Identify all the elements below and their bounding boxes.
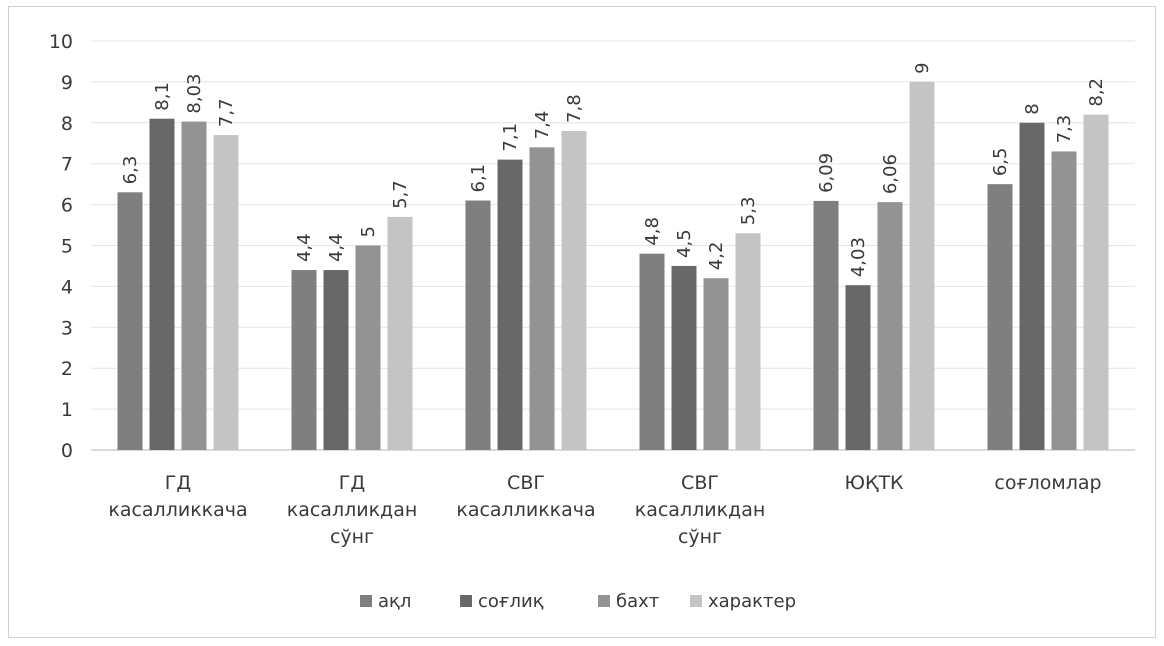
data-label: 6,1	[468, 164, 489, 193]
bar	[181, 121, 207, 450]
x-category-label: СВГ	[507, 472, 545, 494]
bar	[1083, 114, 1109, 451]
chart-frame: 0 1 2 3 4 5 6 7 8 9 10 6,3 8,1 8,03 7,7 4,4 4,4 5 5,7 6,1 7…	[8, 6, 1156, 638]
data-label: 7,7	[216, 98, 237, 127]
data-label: 5,7	[390, 180, 411, 209]
bar	[291, 270, 317, 450]
bar	[387, 216, 413, 450]
legend: ақл соғлиқ бахт характер	[360, 591, 796, 612]
data-label: 8,1	[152, 82, 173, 111]
data-label: 4,4	[294, 233, 315, 262]
data-label: 8	[1022, 103, 1043, 114]
y-tick-label: 6	[61, 195, 73, 217]
data-labels: 6,3 8,1 8,03 7,7 4,4 4,4 5 5,7 6,1 7,1 7,4 7,8 4,8 4,…	[120, 62, 1107, 277]
data-label: 8,03	[184, 73, 205, 113]
gridlines	[91, 40, 1135, 451]
data-label: 7,8	[564, 94, 585, 123]
bar	[987, 184, 1013, 450]
data-label: 4,03	[848, 237, 869, 277]
x-category-label: сўнг	[678, 526, 722, 548]
legend-swatch	[460, 595, 472, 607]
bar	[845, 285, 871, 450]
legend-label: бахт	[616, 591, 659, 612]
y-tick-label: 4	[61, 276, 73, 298]
bar	[1051, 151, 1077, 450]
bar	[1019, 122, 1045, 451]
data-label: 6,09	[816, 153, 837, 193]
bar	[671, 265, 697, 450]
bar	[909, 81, 935, 451]
legend-swatch	[690, 595, 702, 607]
bar	[149, 118, 175, 451]
legend-label: характер	[708, 591, 796, 612]
data-label: 4,8	[642, 217, 663, 246]
bar	[497, 159, 523, 451]
legend-swatch	[360, 595, 372, 607]
legend-swatch	[598, 595, 610, 607]
bar	[813, 200, 839, 450]
x-category-label: касалликкача	[456, 499, 595, 521]
legend-label: ақл	[378, 591, 411, 612]
data-label: 6,5	[990, 148, 1011, 177]
y-tick-label: 9	[61, 72, 73, 94]
legend-label: соғлиқ	[478, 591, 544, 612]
bar	[117, 192, 143, 450]
bar	[639, 253, 665, 450]
x-axis: ГД касалликкача ГД касалликдан сўнг СВГ касалл…	[108, 472, 1101, 548]
y-tick-label: 0	[61, 440, 73, 462]
y-tick-label: 8	[61, 113, 73, 135]
data-label: 6,06	[880, 154, 901, 194]
bar	[213, 135, 239, 450]
y-tick-label: 7	[61, 154, 73, 176]
x-category-label: ЮҚТК	[844, 472, 904, 494]
x-category-label: касалликкача	[108, 499, 247, 521]
data-label: 6,3	[120, 156, 141, 185]
y-tick-label: 2	[61, 358, 73, 380]
bar	[323, 270, 349, 450]
bar	[561, 130, 587, 450]
data-label: 4,4	[326, 233, 347, 262]
x-category-label: касалликдан	[287, 499, 418, 521]
data-label: 7,1	[500, 123, 521, 152]
data-label: 7,3	[1054, 115, 1075, 144]
y-tick-label: 1	[61, 399, 73, 421]
bar-chart: 0 1 2 3 4 5 6 7 8 9 10 6,3 8,1 8,03 7,7 4,4 4,4 5 5,7 6,1 7…	[49, 31, 1135, 612]
y-tick-label: 5	[61, 236, 73, 258]
y-tick-label: 10	[49, 31, 73, 53]
bar	[529, 147, 555, 450]
x-category-label: ГД	[165, 472, 191, 494]
bar	[355, 245, 381, 450]
bar	[877, 202, 903, 450]
x-category-label: соғломлар	[994, 472, 1101, 494]
data-label: 7,4	[532, 111, 553, 140]
y-axis: 0 1 2 3 4 5 6 7 8 9 10	[49, 31, 73, 462]
data-label: 4,2	[706, 242, 727, 271]
bars	[117, 81, 1109, 451]
x-category-label: ГД	[339, 472, 365, 494]
data-label: 8,2	[1086, 78, 1107, 107]
data-label: 5,3	[738, 197, 759, 226]
bar	[465, 200, 491, 450]
y-tick-label: 3	[61, 317, 73, 339]
bar	[735, 233, 761, 450]
data-label: 5	[358, 226, 379, 237]
data-label: 9	[912, 62, 933, 73]
x-category-label: сўнг	[330, 526, 374, 548]
bar	[703, 278, 729, 450]
x-category-label: СВГ	[681, 472, 719, 494]
x-category-label: касалликдан	[635, 499, 766, 521]
data-label: 4,5	[674, 229, 695, 258]
